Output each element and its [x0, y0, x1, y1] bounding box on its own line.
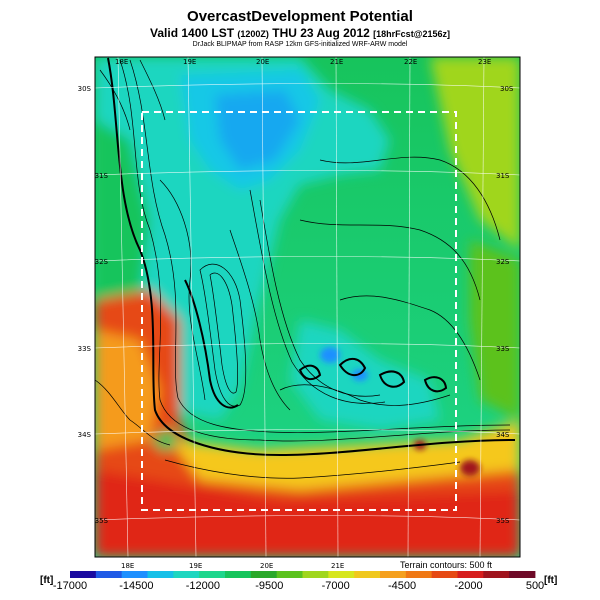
terrain-contours	[95, 59, 511, 479]
lon-label: 20E	[260, 562, 273, 570]
lat-label: 32S	[496, 258, 510, 266]
color-scale-tick-label: -17000	[52, 580, 88, 592]
color-scale-swatch	[509, 571, 536, 578]
valid-prefix: Valid 1400 LST	[150, 26, 238, 40]
color-scale-swatch	[354, 571, 381, 578]
color-scale-swatch	[483, 571, 510, 578]
lat-label: 31S	[95, 172, 109, 180]
inner-domain-box	[141, 111, 457, 511]
color-scale-swatch	[276, 571, 303, 578]
lon-label: 19E	[189, 562, 202, 570]
valid-utc: (1200Z)	[237, 29, 269, 39]
forecast-info: [18hrFcst@2156z]	[373, 29, 450, 39]
color-scale-tick-label: 500	[525, 580, 545, 592]
color-scale-swatch	[431, 571, 458, 578]
overcast-field	[95, 57, 520, 557]
color-scale-tick-label: -4500	[388, 580, 417, 592]
lat-label: 33S	[496, 345, 510, 353]
lon-label: 22E	[404, 58, 417, 66]
lat-label: 34S	[78, 431, 92, 439]
color-scale-swatch	[457, 571, 484, 578]
color-scale-swatch	[147, 571, 174, 578]
color-scale-bar	[70, 571, 536, 578]
lat-label: 35S	[496, 517, 510, 525]
lon-label: 20E	[256, 58, 269, 66]
lat-label: 30S	[500, 85, 514, 93]
lat-label: 35S	[95, 517, 109, 525]
lon-label: 19E	[183, 58, 196, 66]
unit-label-right: [ft]	[544, 575, 558, 586]
lat-label: 32S	[95, 258, 109, 266]
unit-label-left: [ft]	[40, 575, 54, 586]
lat-label: 30S	[78, 85, 92, 93]
color-scale-swatch	[380, 571, 407, 578]
plot-frame	[94, 56, 521, 558]
color-scale-swatch	[302, 571, 329, 578]
color-scale-swatch	[328, 571, 355, 578]
color-scale-swatch	[199, 571, 226, 578]
valid-date: THU 23 Aug 2012	[268, 26, 374, 40]
lon-label: 18E	[115, 58, 128, 66]
terrain-contour-note: Terrain contours: 500 ft	[400, 560, 493, 570]
color-scale-tick-label: -12000	[185, 580, 221, 592]
color-scale-tick-label: -2000	[454, 580, 483, 592]
color-scale-swatch	[405, 571, 433, 578]
lon-label: 21E	[331, 562, 344, 570]
color-scale-swatch	[225, 571, 252, 578]
color-scale-tick-label: -7000	[321, 580, 350, 592]
valid-time-line: Valid 1400 LST (1200Z) THU 23 Aug 2012 […	[0, 26, 600, 40]
lat-lon-grid	[94, 56, 521, 558]
model-credit: DrJack BLIPMAP from RASP 12km GFS-initia…	[192, 41, 408, 48]
color-scale-tick-label: -14500	[119, 580, 154, 592]
map-title: OvercastDevelopment Potential	[187, 8, 413, 25]
color-scale-swatch	[173, 571, 200, 578]
color-scale-tick-label: -9500	[255, 580, 284, 592]
lon-label: 21E	[330, 58, 343, 66]
color-scale-swatch	[121, 571, 148, 578]
terrain-contours-bold	[107, 57, 516, 457]
color-scale-swatch	[250, 571, 278, 578]
lat-label: 34S	[496, 431, 510, 439]
color-scale-swatch	[95, 571, 123, 578]
lon-label: 18E	[121, 562, 134, 570]
lat-label: 31S	[496, 172, 510, 180]
color-scale-swatch	[70, 571, 97, 578]
lat-label: 33S	[78, 345, 92, 353]
lon-label: 23E	[478, 58, 491, 66]
